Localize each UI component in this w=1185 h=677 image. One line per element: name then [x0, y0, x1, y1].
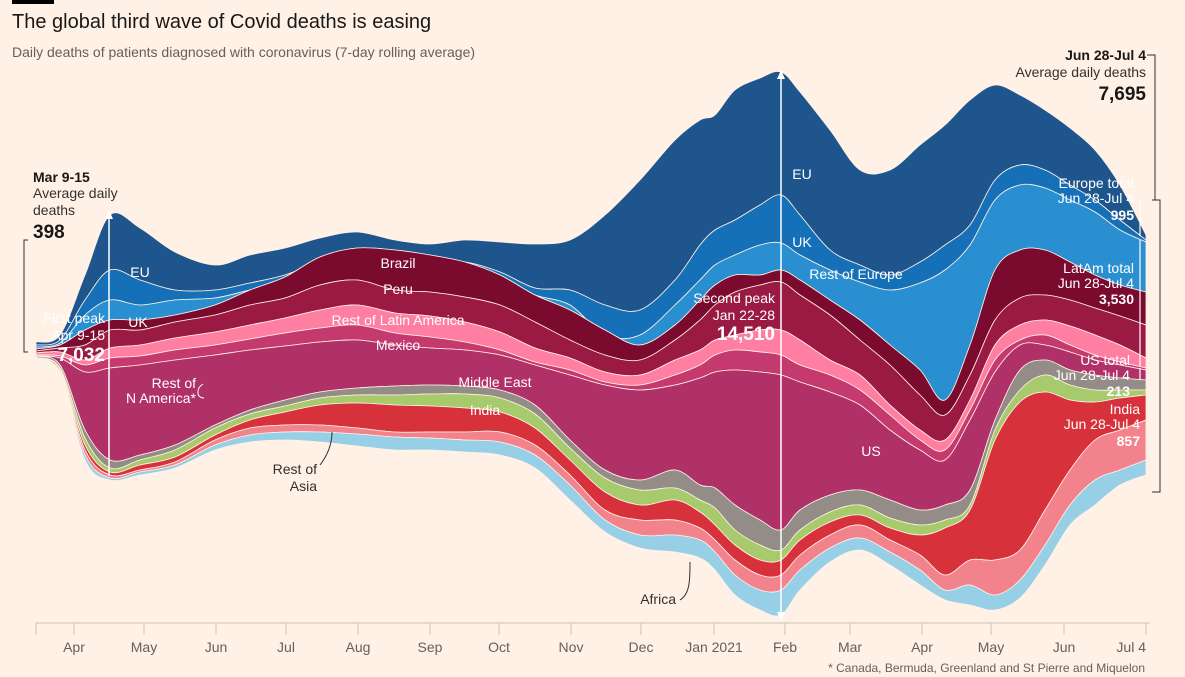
x-tick-label: May: [131, 639, 157, 655]
second-peak-value: 14,510: [717, 324, 775, 345]
label-eu-right: EU: [792, 166, 811, 182]
label-rest-latin-america: Rest of Latin America: [331, 312, 464, 328]
chart-subtitle: Daily deaths of patients diagnosed with …: [12, 44, 476, 60]
africa-leader: [679, 561, 691, 601]
x-tick-label: Apr: [63, 639, 85, 655]
x-tick-label: Jun: [1053, 639, 1076, 655]
label-peru: Peru: [383, 281, 413, 297]
x-tick-label: Apr: [911, 639, 933, 655]
label-us: US: [861, 443, 880, 459]
second-peak-arrow-down: [777, 612, 785, 621]
label-india: India: [470, 402, 501, 418]
label-rest-of-europe: Rest of Europe: [809, 266, 903, 282]
first-week-date: Mar 9-15: [33, 169, 90, 185]
us-total-value: 213: [1107, 383, 1131, 399]
label-uk-right: UK: [792, 234, 812, 250]
label-africa: Africa: [640, 591, 676, 607]
x-tick-label: Jun: [205, 639, 228, 655]
latest-leader: [1147, 54, 1156, 200]
x-tick-label: Jul 4: [1116, 639, 1146, 655]
rest-of-asia-leader: [319, 431, 333, 466]
area-layers: [35, 71, 1147, 617]
first-week-bracket: [23, 239, 28, 353]
latest-value: 7,695: [1098, 84, 1146, 105]
latam-total-value: 3,530: [1099, 291, 1134, 307]
latest-date: Jun 28-Jul 4: [1065, 47, 1146, 63]
europe-total-label: Europe total: [1059, 175, 1135, 191]
first-week-value: 398: [33, 222, 65, 243]
label-middle-east: Middle East: [458, 374, 531, 390]
x-tick-label: Mar: [838, 639, 862, 655]
label-mexico: Mexico: [376, 337, 421, 353]
latam-total-date: Jun 28-Jul 4: [1058, 275, 1134, 291]
brand-bar: [12, 0, 54, 4]
europe-total-date: Jun 28-Jul 4: [1058, 190, 1134, 206]
x-tick-label: Oct: [488, 639, 510, 655]
second-peak-arrow-up: [777, 70, 785, 79]
label-uk-left: UK: [128, 314, 148, 330]
x-tick-label: Jul: [277, 639, 295, 655]
label-rest-of-asia-1: Rest of: [273, 461, 317, 477]
first-peak-arrow-up: [105, 210, 113, 219]
chart-title: The global third wave of Covid deaths is…: [12, 11, 432, 33]
label-eu-left: EU: [130, 264, 149, 280]
latest-bracket: [1152, 199, 1161, 493]
us-total-date: Jun 28-Jul 4: [1054, 367, 1130, 383]
latest-sub: Average daily deaths: [1016, 64, 1147, 80]
label-brazil: Brazil: [380, 255, 415, 271]
x-tick-label: Sep: [418, 639, 443, 655]
label-rest-of-asia-2: Asia: [290, 478, 317, 494]
x-tick-label: Jan 2021: [685, 639, 743, 655]
second-peak-label: Second peak: [693, 290, 776, 306]
x-tick-label: Aug: [346, 639, 371, 655]
first-week-sub1: Average daily: [33, 185, 118, 201]
india-total-value: 857: [1117, 433, 1141, 449]
latam-total-label: LatAm total: [1063, 260, 1134, 276]
india-total-label: India: [1110, 401, 1141, 417]
india-total-date: Jun 28-Jul 4: [1064, 416, 1140, 432]
x-tick-label: Dec: [629, 639, 654, 655]
first-peak-label: First peak: [44, 310, 106, 326]
x-tick-label: Feb: [773, 639, 797, 655]
x-tick-label: May: [978, 639, 1004, 655]
europe-total-value: 995: [1111, 207, 1135, 223]
label-rest-of-n-america-2: N America*: [126, 390, 197, 406]
second-peak-date: Jan 22-28: [713, 307, 775, 323]
x-tick-label: Nov: [559, 639, 584, 655]
first-week-sub2: deaths: [33, 202, 75, 218]
first-peak-date: Apr 9-15: [51, 327, 105, 343]
area-africa: [35, 357, 1147, 617]
footnote: * Canada, Bermuda, Greenland and St Pier…: [828, 661, 1145, 675]
us-total-label: US total: [1080, 352, 1130, 368]
x-axis-ticks: [35, 623, 1147, 635]
label-rest-of-n-america-1: Rest of: [152, 375, 196, 391]
x-axis-labels: Apr May Jun Jul Aug Sep Oct Nov Dec Jan 2021 Feb Ma…: [63, 639, 1146, 655]
first-peak-value: 7,032: [57, 345, 105, 366]
rest-n-america-leader: [197, 383, 205, 399]
